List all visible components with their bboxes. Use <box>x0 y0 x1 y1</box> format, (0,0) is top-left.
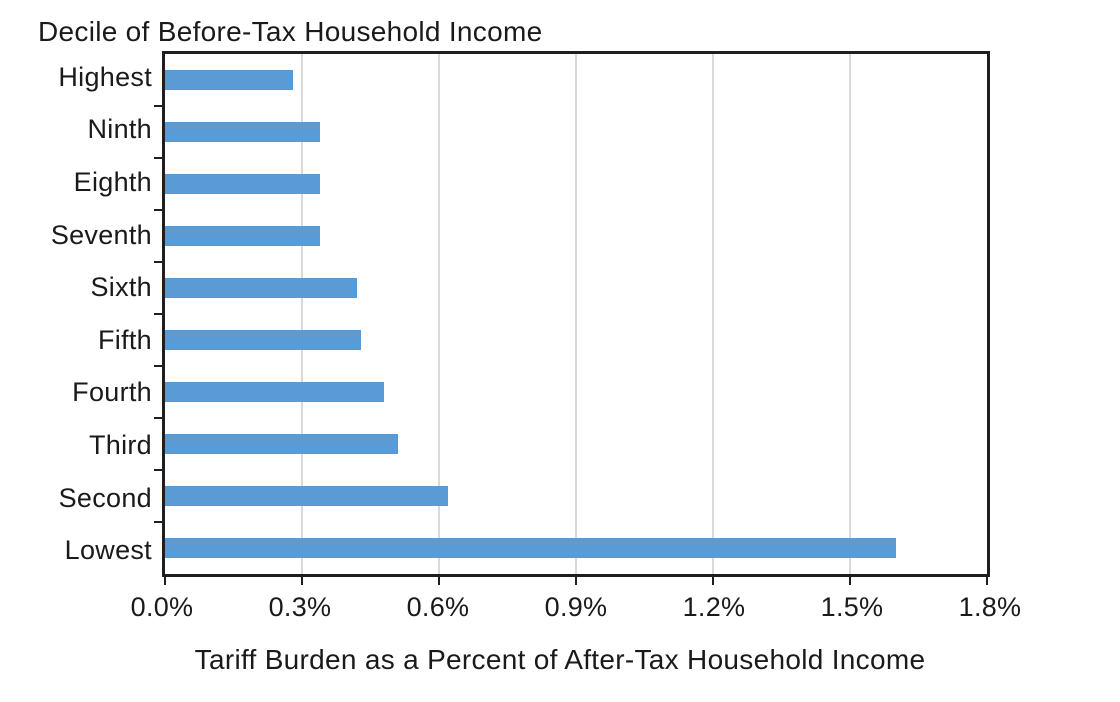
bar-sixth <box>165 278 357 298</box>
bar-lowest <box>165 538 896 558</box>
y-axis-tick <box>154 417 162 419</box>
x-axis-title: Tariff Burden as a Percent of After-Tax … <box>194 644 926 675</box>
bar-seventh <box>165 226 321 246</box>
x-axis-tick <box>575 577 577 585</box>
y-axis-tick <box>154 313 162 315</box>
gridline <box>711 54 714 574</box>
bar-highest <box>165 70 293 90</box>
x-axis-tick <box>986 577 988 585</box>
x-axis-tick <box>437 577 440 585</box>
category-label-sixth: Sixth <box>90 272 152 303</box>
category-label-seventh: Seventh <box>50 219 152 250</box>
category-label-lowest: Lowest <box>64 535 152 566</box>
x-tick-label: 0.6% <box>406 592 470 622</box>
y-axis-tick <box>154 365 162 367</box>
y-axis-tick <box>154 157 162 159</box>
x-tick-label: 0.9% <box>544 592 608 622</box>
plot-area <box>154 51 990 585</box>
bar-third <box>165 434 398 454</box>
x-tick-label: 1.8% <box>958 592 1022 622</box>
gridline <box>437 54 440 574</box>
x-axis-tick-labels: 0.0% 0.3% 0.6% 0.9% 1.2% 1.5% 1.8% <box>131 592 1021 626</box>
bar-fifth <box>165 330 362 350</box>
x-axis-tick <box>300 577 303 585</box>
x-tick-label: 0.0% <box>130 592 194 622</box>
gridline <box>575 54 577 574</box>
y-axis-tick <box>154 209 162 211</box>
bar-ninth <box>165 122 321 142</box>
category-label-fifth: Fifth <box>97 324 152 355</box>
x-tick-label: 1.5% <box>820 592 884 622</box>
plot-inner <box>154 54 988 585</box>
bar-fourth <box>165 382 385 402</box>
x-axis-tick <box>164 577 166 585</box>
x-axis-tick <box>711 577 714 585</box>
gridline <box>300 54 303 574</box>
x-axis-tick <box>849 577 851 585</box>
y-axis-tick <box>154 261 162 263</box>
category-label-ninth: Ninth <box>87 114 152 145</box>
chart-title: Decile of Before-Tax Household Income <box>38 16 543 47</box>
x-tick-label: 0.3% <box>268 592 332 622</box>
x-tick-label: 1.2% <box>682 592 746 622</box>
y-axis-category-labels: Highest Ninth Eighth Seventh Sixth Fifth Fourt… <box>0 51 152 577</box>
category-label-eighth: Eighth <box>73 166 152 197</box>
bar-eighth <box>165 174 321 194</box>
y-axis-tick <box>154 105 162 107</box>
category-label-highest: Highest <box>58 61 152 92</box>
y-axis-tick <box>154 469 162 471</box>
y-axis-tick <box>154 521 162 523</box>
gridline <box>849 54 851 574</box>
bar-second <box>165 486 449 506</box>
category-label-second: Second <box>58 482 152 513</box>
category-label-third: Third <box>88 429 152 460</box>
category-label-fourth: Fourth <box>72 377 152 408</box>
